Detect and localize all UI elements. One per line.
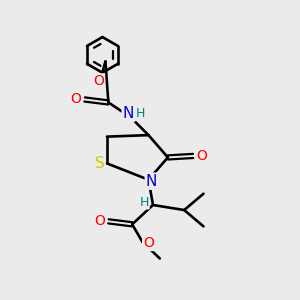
Text: N: N xyxy=(123,106,134,121)
Text: H: H xyxy=(140,196,149,208)
Text: O: O xyxy=(94,214,105,228)
Text: S: S xyxy=(94,156,104,171)
Text: N: N xyxy=(146,174,157,189)
Text: O: O xyxy=(70,92,81,106)
Text: O: O xyxy=(143,236,154,250)
Text: O: O xyxy=(196,149,207,163)
Text: H: H xyxy=(136,107,145,120)
Text: O: O xyxy=(93,74,104,88)
